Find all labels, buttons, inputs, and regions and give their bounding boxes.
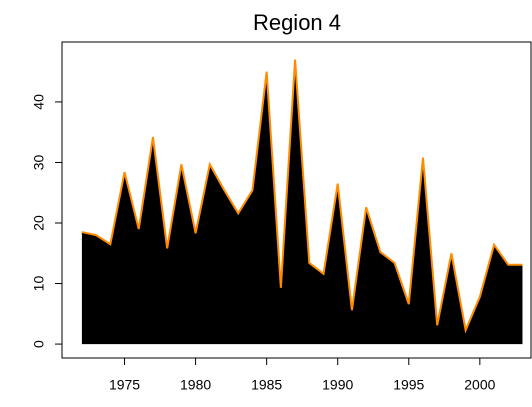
chart-title: Region 4 — [253, 10, 341, 35]
x-tick-label: 1980 — [180, 377, 211, 393]
plot-frame — [61, 41, 532, 359]
area — [81, 59, 523, 345]
y-tick-label: 20 — [31, 215, 47, 231]
y-tick-label: 10 — [31, 276, 47, 292]
y-tick-label: 0 — [31, 340, 47, 348]
y-tick-label: 40 — [31, 94, 47, 110]
x-tick-label: 1995 — [393, 377, 424, 393]
x-tick-label: 1975 — [109, 377, 140, 393]
x-tick-label: 1985 — [251, 377, 282, 393]
x-tick-label: 2000 — [464, 377, 495, 393]
x-tick-label: 1990 — [322, 377, 353, 393]
y-tick-label: 30 — [31, 154, 47, 170]
line — [81, 59, 523, 334]
